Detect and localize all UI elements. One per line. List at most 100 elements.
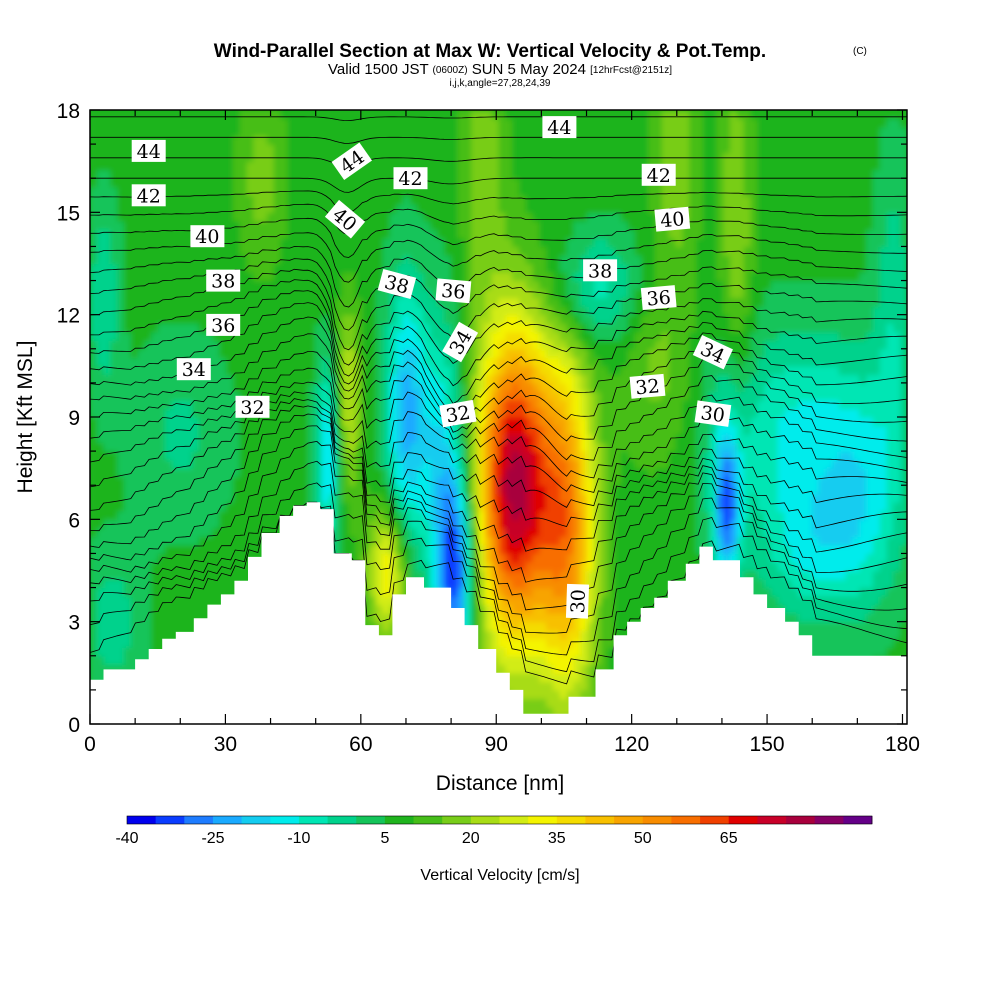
velocity-cell [471,127,479,137]
velocity-cell [403,527,411,537]
velocity-cell [471,169,479,179]
velocity-cell [525,314,534,324]
velocity-cell [287,289,295,299]
velocity-cell [171,391,180,401]
velocity-cell [382,399,391,410]
velocity-cell [491,127,500,137]
velocity-cell [226,263,234,273]
velocity-cell [185,451,193,461]
velocity-cell [219,186,227,196]
velocity-cell [478,254,486,265]
velocity-cell [219,340,227,350]
velocity-cell [314,195,323,205]
velocity-cell [457,510,466,520]
velocity-cell [525,553,534,563]
velocity-cell [287,144,295,154]
velocity-cell [328,365,336,375]
velocity-cell [539,485,547,495]
velocity-cell [348,493,357,503]
velocity-cell [518,587,527,597]
velocity-cell [90,357,98,367]
velocity-cell [260,476,268,486]
velocity-cell [144,604,152,614]
velocity-cell [382,254,391,265]
velocity-cell [518,340,527,350]
velocity-cell [464,502,472,512]
velocity-cell [532,417,540,427]
velocity-cell [552,417,561,427]
velocity-cell [546,664,554,674]
velocity-cell [158,451,166,461]
velocity-cell [539,365,547,375]
velocity-cell [253,203,261,213]
velocity-cell [96,135,105,145]
velocity-cell [301,425,309,435]
velocity-cell [335,502,343,512]
velocity-cell [117,110,125,120]
velocity-cell [403,570,411,580]
velocity-cell [348,451,357,461]
velocity-cell [171,110,180,120]
velocity-cell [151,110,159,120]
velocity-cell [90,391,98,401]
velocity-cell [219,152,227,162]
velocity-cell [246,382,254,393]
velocity-cell [518,169,527,179]
velocity-cell [117,510,125,520]
velocity-cell [484,220,493,230]
velocity-cell [362,365,370,375]
velocity-cell [198,527,207,537]
velocity-cell [307,246,316,256]
velocity-cell [396,186,404,196]
velocity-cell [151,314,159,324]
velocity-cell [552,570,561,580]
velocity-cell [403,391,411,401]
velocity-cell [369,391,377,401]
velocity-cell [471,220,479,230]
velocity-cell [280,323,289,333]
velocity-cell [505,263,513,273]
velocity-cell [260,203,268,213]
velocity-cell [178,459,186,469]
velocity-cell [382,246,391,256]
velocity-cell [205,118,214,128]
velocity-cell [110,544,118,555]
velocity-cell [484,638,493,648]
velocity-cell [362,425,370,435]
velocity-cell [103,357,112,367]
velocity-cell [525,698,534,708]
velocity-cell [484,297,493,307]
velocity-cell [484,399,493,410]
velocity-cell [164,613,173,623]
velocity-cell [110,161,118,171]
velocity-cell [253,161,261,171]
velocity-cell [559,561,568,572]
velocity-cell [355,365,363,375]
velocity-cell [375,519,384,529]
velocity-cell [396,570,404,580]
velocity-cell [416,459,425,469]
velocity-cell [484,570,493,580]
velocity-cell [409,468,418,478]
velocity-cell [301,246,309,256]
velocity-cell [253,527,261,537]
velocity-cell [96,340,105,350]
velocity-cell [382,510,391,520]
velocity-cell [198,596,207,606]
velocity-cell [321,331,329,341]
velocity-cell [409,459,418,469]
velocity-cell [144,451,152,461]
velocity-cell [437,476,445,486]
velocity-cell [484,127,493,137]
velocity-cell [335,272,343,282]
velocity-cell [103,417,112,427]
velocity-cell [226,289,234,299]
velocity-cell [409,297,418,307]
velocity-cell [280,212,289,222]
velocity-cell [144,502,152,512]
velocity-cell [471,536,479,546]
velocity-cell [341,314,350,324]
velocity-cell [532,220,540,230]
velocity-cell [164,314,173,324]
velocity-cell [110,468,118,478]
